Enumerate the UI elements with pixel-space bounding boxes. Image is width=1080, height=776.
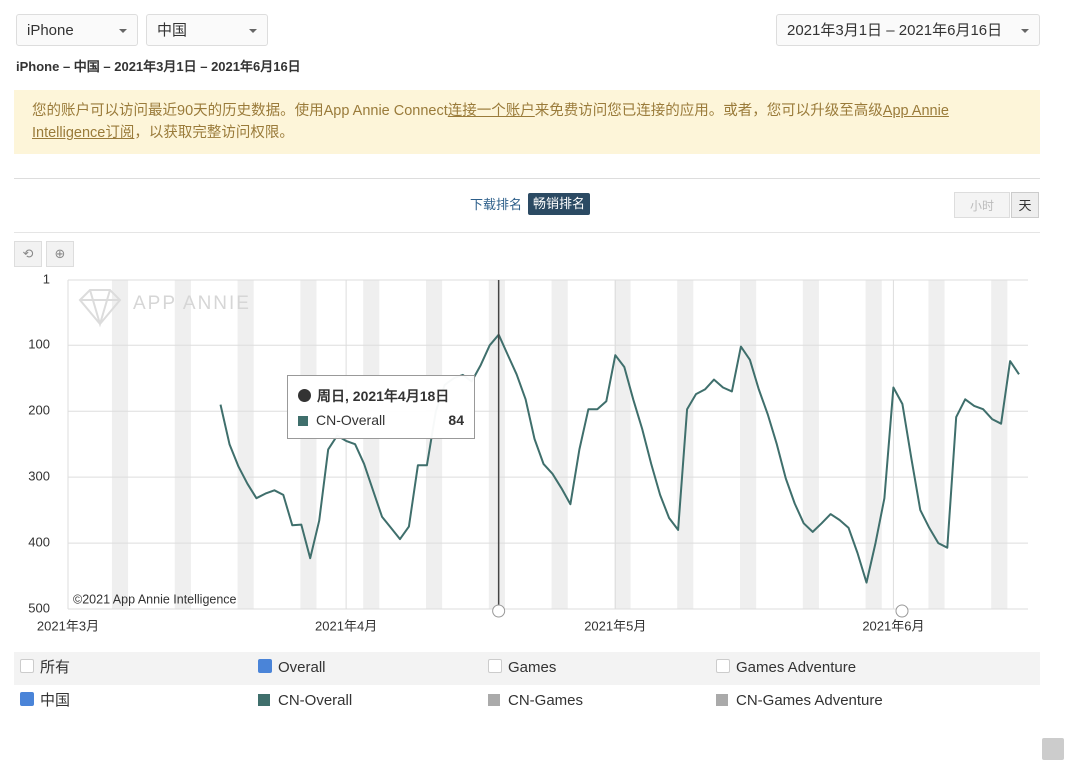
y-tick-label: 1: [43, 271, 50, 286]
tooltip-date: 周日, 2021年4月18日: [317, 388, 450, 404]
x-tick-label: 2021年3月: [37, 618, 99, 633]
legend-label: Overall: [278, 659, 326, 676]
weekend-band: [300, 280, 317, 609]
tooltip-swatch: [298, 416, 308, 426]
watermark-logo: [78, 289, 122, 328]
legend-swatch: [258, 694, 270, 706]
handle: [895, 604, 909, 618]
weekend-band: [111, 280, 129, 609]
tooltip-title: 周日, 2021年4月18日: [298, 384, 464, 408]
date-range: 2021年3月1日 – 2021年6月16日: [787, 22, 1003, 39]
weekend-band: [174, 280, 191, 609]
legend-label: Games: [508, 659, 557, 676]
weekend-band: [802, 280, 819, 609]
device-select[interactable]: iPhone: [16, 14, 138, 46]
legend-item[interactable]: 所有: [20, 652, 70, 684]
subtitle: iPhone – 中国 – 2021年3月1日 – 2021年6月16日: [16, 59, 301, 74]
legend-label: Games Adventure: [736, 659, 857, 676]
weekend-band: [237, 280, 254, 609]
weekend-band: [425, 280, 443, 609]
weekend-band: [488, 280, 505, 609]
legend-item[interactable]: 中国: [20, 685, 70, 717]
legend-label: CN-Games: [508, 692, 584, 709]
weekend-band: [740, 280, 757, 609]
resize-icon[interactable]: [1042, 738, 1064, 760]
legend-item[interactable]: Games Adventure: [716, 652, 856, 684]
y-tick-label: 500: [28, 600, 50, 615]
date-select[interactable]: 2021年3月1日 – 2021年6月16日: [776, 14, 1040, 46]
legend-item[interactable]: CN-Games Adventure: [716, 685, 883, 717]
device: iPhone: [27, 22, 74, 39]
legend-item[interactable]: Games: [488, 652, 556, 684]
notice-text: ，以获取完整访问权限。: [134, 125, 294, 141]
legend-label: CN-Games Adventure: [736, 692, 883, 709]
chart: 1 100 200 300 400 500 2021年3月 2021年4月 2021年5月 202…: [28, 271, 1028, 633]
watermark: APP ANNIE: [133, 293, 251, 314]
tab-active[interactable]: 畅销排名: [528, 193, 591, 215]
weekend-band: [865, 280, 882, 609]
y-tick-label: 100: [28, 337, 50, 352]
weekend-band: [928, 280, 945, 609]
reset-button[interactable]: ⟲: [14, 241, 42, 267]
tooltip-row: CN-Overall 84: [298, 408, 464, 432]
tooltip-series: CN-Overall: [316, 412, 386, 428]
country: 中国: [157, 22, 188, 39]
series-line: [219, 333, 1020, 584]
notice-text: 来免费访问您已连接的应用。或者，您可以升级至高级: [534, 103, 883, 119]
tooltip: 周日, 2021年4月18日 CN-Overall 84: [287, 375, 475, 439]
y-tick-label: 300: [28, 469, 50, 484]
divider: [14, 178, 1040, 179]
hour-button[interactable]: 小时: [954, 192, 1010, 218]
link[interactable]: 连接一个账户: [447, 103, 535, 119]
x-tick-label: 2021年4月: [315, 618, 377, 633]
tooltip-value: 84: [448, 412, 464, 428]
legend-item[interactable]: CN-Games: [488, 685, 583, 717]
link[interactable]: App Annie Intelligence订阅: [32, 103, 949, 141]
legend-row: [14, 652, 1040, 685]
crosshair-handle: [492, 604, 506, 618]
legend-label: 所有: [40, 659, 71, 676]
weekend-band: [363, 280, 380, 609]
weekend-band: [551, 280, 568, 609]
y-tick-label: 200: [28, 403, 50, 418]
legend-label: 中国: [40, 692, 71, 709]
day-button[interactable]: 天: [1011, 192, 1039, 218]
notice: 您的账户可以访问最近90天的历史数据。使用App Annie Connect连接…: [14, 90, 1040, 154]
y-tick-label: 400: [28, 535, 50, 550]
country-select[interactable]: 中国: [146, 14, 268, 46]
weekend-band: [614, 280, 631, 609]
legend-item[interactable]: Overall: [258, 652, 326, 684]
legend-label: CN-Overall: [278, 692, 353, 709]
notice-text: 您的账户可以访问最近90天的历史数据。使用App Annie Connect: [32, 103, 448, 119]
tab[interactable]: 下载排名: [470, 197, 523, 212]
x-tick-label: 2021年5月: [584, 618, 646, 633]
legend-item[interactable]: CN-Overall: [258, 685, 352, 717]
x-tick-label: 2021年6月: [862, 618, 924, 633]
weekend-band: [991, 280, 1008, 609]
copyright: ©2021 App Annie Intelligence: [73, 592, 237, 606]
zoom-button[interactable]: ⊕: [46, 241, 74, 267]
divider: [14, 232, 1040, 233]
